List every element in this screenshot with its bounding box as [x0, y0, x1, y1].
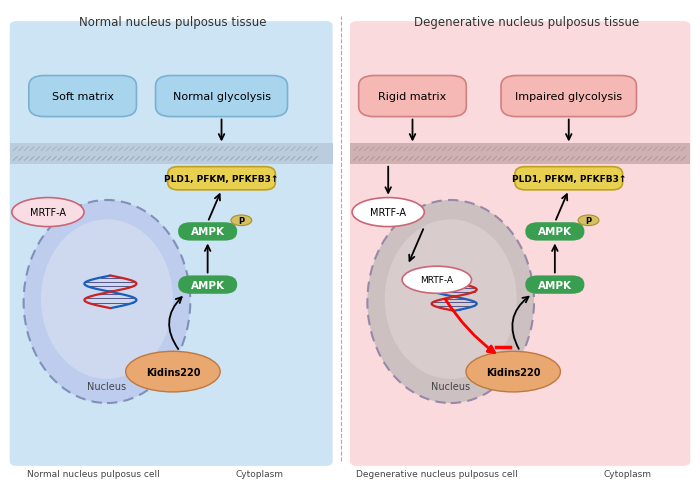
- Text: Degenerative nucleus pulposus cell: Degenerative nucleus pulposus cell: [356, 468, 518, 478]
- Text: Normal nucleus pulposus cell: Normal nucleus pulposus cell: [27, 468, 160, 478]
- Text: MRTF-A: MRTF-A: [30, 208, 66, 218]
- Text: AMPK: AMPK: [538, 227, 572, 237]
- FancyBboxPatch shape: [29, 76, 136, 117]
- Text: Soft matrix: Soft matrix: [52, 92, 113, 102]
- Text: Degenerative nucleus pulposus tissue: Degenerative nucleus pulposus tissue: [414, 16, 640, 29]
- Text: MRTF-A: MRTF-A: [420, 276, 454, 285]
- FancyBboxPatch shape: [525, 223, 584, 241]
- Text: AMPK: AMPK: [538, 280, 572, 290]
- Text: PLD1, PFKM, PFKFB3↑: PLD1, PFKM, PFKFB3↑: [164, 174, 279, 183]
- FancyBboxPatch shape: [515, 167, 622, 190]
- Text: Kidins220: Kidins220: [486, 367, 540, 377]
- FancyBboxPatch shape: [178, 276, 237, 294]
- Text: PLD1, PFKM, PFKFB3↑: PLD1, PFKM, PFKFB3↑: [512, 174, 626, 183]
- Text: AMPK: AMPK: [190, 227, 225, 237]
- FancyBboxPatch shape: [501, 76, 636, 117]
- Text: P: P: [238, 216, 244, 225]
- Text: Impaired glycolysis: Impaired glycolysis: [515, 92, 622, 102]
- Ellipse shape: [126, 351, 220, 392]
- FancyBboxPatch shape: [10, 144, 332, 164]
- FancyBboxPatch shape: [178, 223, 237, 241]
- Text: Normal glycolysis: Normal glycolysis: [172, 92, 270, 102]
- Text: P: P: [585, 216, 591, 225]
- Ellipse shape: [402, 266, 472, 294]
- Text: Cytoplasm: Cytoplasm: [236, 468, 284, 478]
- Text: Kidins220: Kidins220: [146, 367, 200, 377]
- Text: Normal nucleus pulposus tissue: Normal nucleus pulposus tissue: [79, 16, 267, 29]
- Ellipse shape: [466, 351, 561, 392]
- Ellipse shape: [231, 216, 252, 226]
- FancyBboxPatch shape: [350, 144, 690, 164]
- FancyBboxPatch shape: [155, 76, 288, 117]
- Text: MRTF-A: MRTF-A: [370, 208, 406, 218]
- Ellipse shape: [368, 201, 534, 403]
- Ellipse shape: [352, 198, 424, 227]
- Ellipse shape: [12, 198, 84, 227]
- Text: Rigid matrix: Rigid matrix: [379, 92, 447, 102]
- Text: Cytoplasm: Cytoplasm: [604, 468, 652, 478]
- FancyBboxPatch shape: [168, 167, 275, 190]
- Ellipse shape: [24, 201, 190, 403]
- FancyBboxPatch shape: [525, 276, 584, 294]
- Ellipse shape: [41, 220, 173, 379]
- Ellipse shape: [578, 216, 599, 226]
- Text: AMPK: AMPK: [190, 280, 225, 290]
- FancyBboxPatch shape: [358, 76, 466, 117]
- FancyBboxPatch shape: [10, 22, 332, 466]
- FancyBboxPatch shape: [350, 22, 690, 466]
- Text: Nucleus: Nucleus: [88, 381, 127, 391]
- Text: Nucleus: Nucleus: [431, 381, 470, 391]
- Ellipse shape: [385, 220, 517, 379]
